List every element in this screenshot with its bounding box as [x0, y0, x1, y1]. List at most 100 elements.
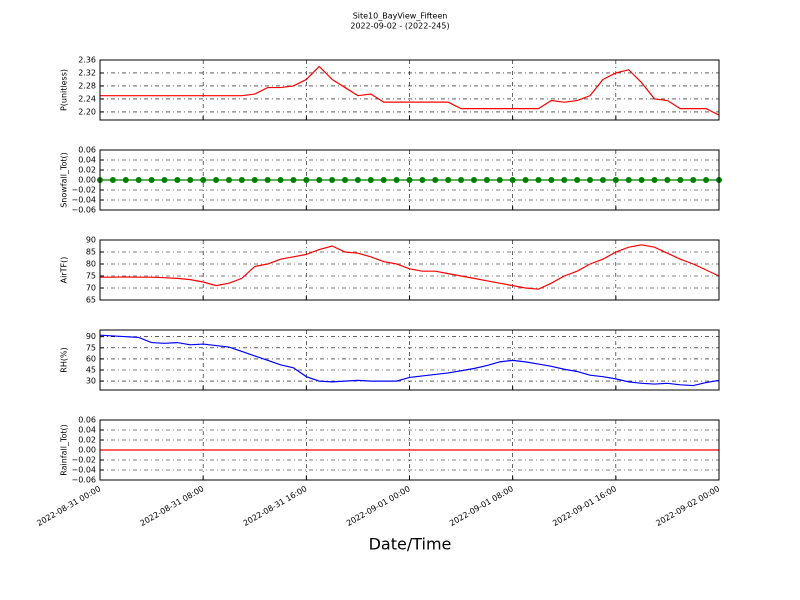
y-axis-label: Snowfall_Tot()	[60, 152, 69, 208]
data-point	[109, 177, 116, 183]
plot-frame	[99, 419, 720, 481]
y-tick-label: 0.02	[78, 436, 96, 445]
y-tick-label: 0.00	[78, 446, 96, 455]
data-point	[677, 177, 684, 183]
data-point	[587, 177, 594, 183]
data-point	[303, 177, 310, 183]
data-point	[251, 177, 258, 183]
y-axis-label: AirTF()	[60, 257, 69, 284]
y-tick-label: −0.06	[71, 476, 96, 485]
y-tick-label: 45	[86, 366, 96, 375]
y-axis-label: RH(%)	[60, 347, 69, 372]
data-point	[664, 177, 671, 183]
plot-frame	[99, 239, 720, 301]
data-point	[187, 177, 194, 183]
x-axis-label: Date/Time	[369, 535, 452, 554]
x-tick-label: 2022-08-31 16:00	[242, 484, 309, 528]
data-point	[548, 177, 555, 183]
y-tick-label: 0.02	[78, 166, 96, 175]
x-tick-label: 2022-09-01 08:00	[448, 484, 515, 528]
data-point	[496, 177, 503, 183]
x-tick-label: 2022-09-01 16:00	[551, 484, 618, 528]
data-point	[316, 177, 323, 183]
data-point	[342, 177, 349, 183]
data-line	[100, 244, 720, 290]
data-point	[174, 177, 181, 183]
data-line	[99, 334, 720, 387]
data-point	[393, 177, 400, 183]
data-point	[225, 177, 232, 183]
data-point	[483, 177, 490, 183]
chart-subtitle: 2022-09-02 - (2022-245)	[350, 22, 449, 31]
plot-frame	[99, 329, 720, 391]
data-point	[406, 177, 413, 183]
data-point	[161, 177, 168, 183]
data-point	[200, 177, 207, 183]
data-point	[367, 177, 374, 183]
y-tick-label: −0.02	[71, 186, 96, 195]
data-point	[135, 177, 142, 183]
x-tick-label: 2022-09-02 00:00	[654, 484, 721, 528]
data-point	[690, 177, 697, 183]
x-tick-label: 2022-08-31 00:00	[35, 484, 102, 528]
y-tick-label: 0.06	[78, 146, 96, 155]
y-tick-label: 2.28	[78, 81, 96, 90]
y-tick-label: 2.20	[78, 107, 96, 116]
data-point	[522, 177, 529, 183]
y-tick-label: 70	[86, 284, 96, 293]
data-point	[612, 177, 619, 183]
data-point	[380, 177, 387, 183]
data-point	[213, 177, 220, 183]
y-tick-label: −0.04	[71, 196, 96, 205]
data-point	[238, 177, 245, 183]
data-point	[122, 177, 129, 183]
data-point	[561, 177, 568, 183]
x-tick-label: 2022-08-31 08:00	[138, 484, 205, 528]
y-tick-label: 65	[86, 296, 96, 305]
y-tick-label: 2.32	[78, 68, 96, 77]
chart-title: Site10_BayView_Fifteen	[353, 12, 448, 21]
plot-frame	[99, 149, 720, 211]
data-point	[354, 177, 361, 183]
data-point	[651, 177, 658, 183]
y-tick-label: 0.04	[78, 426, 96, 435]
data-point	[638, 177, 645, 183]
y-tick-label: 0.04	[78, 156, 96, 165]
y-tick-label: −0.06	[71, 206, 96, 215]
y-tick-label: 0.06	[78, 416, 96, 425]
y-tick-label: 90	[86, 332, 96, 341]
data-point	[264, 177, 271, 183]
data-point	[599, 177, 606, 183]
data-point	[574, 177, 581, 183]
y-tick-label: 2.24	[78, 94, 96, 103]
data-point	[290, 177, 297, 183]
data-point	[277, 177, 284, 183]
y-tick-label: 90	[86, 236, 96, 245]
y-tick-label: 2.36	[78, 56, 96, 65]
data-point	[419, 177, 426, 183]
y-tick-label: 75	[86, 343, 96, 352]
y-tick-label: 30	[86, 377, 96, 386]
y-tick-label: 60	[86, 354, 96, 363]
y-tick-label: −0.04	[71, 466, 96, 475]
data-point	[625, 177, 632, 183]
data-point	[445, 177, 452, 183]
data-point	[432, 177, 439, 183]
data-point	[329, 177, 336, 183]
y-tick-label: −0.02	[71, 456, 96, 465]
y-axis-label: P(unitless)	[60, 69, 69, 111]
x-tick-label: 2022-09-01 00:00	[345, 484, 412, 528]
y-tick-label: 85	[86, 248, 96, 257]
y-axis-label: Rainfall_Tot()	[60, 424, 69, 476]
y-tick-label: 75	[86, 272, 96, 281]
data-point	[509, 177, 516, 183]
data-point	[470, 177, 477, 183]
data-point	[148, 177, 155, 183]
data-line	[100, 65, 720, 116]
data-point	[458, 177, 465, 183]
data-point	[535, 177, 542, 183]
plot-frame	[99, 59, 720, 121]
y-tick-label: 80	[86, 260, 96, 269]
y-tick-label: 0.00	[78, 176, 96, 185]
